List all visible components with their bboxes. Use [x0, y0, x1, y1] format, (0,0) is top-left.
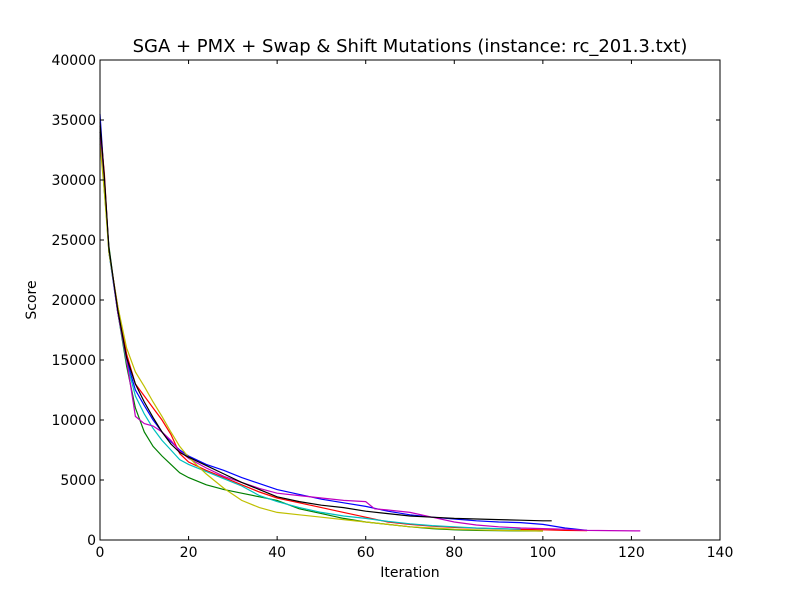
x-tick-label: 140 [707, 545, 734, 561]
plot-frame [99, 59, 721, 541]
y-tick-label: 0 [87, 533, 96, 549]
y-axis-label: Score [24, 280, 40, 319]
x-tick-label: 20 [180, 545, 198, 561]
series-line-7 [99, 122, 552, 522]
y-tick-label: 25000 [51, 233, 96, 249]
series-line-2 [99, 131, 543, 532]
y-tick-label: 30000 [51, 173, 96, 189]
x-axis-label: Iteration [380, 565, 439, 581]
x-tick-label: 120 [618, 545, 645, 561]
y-tick-label: 35000 [51, 113, 96, 129]
series-line-5 [99, 131, 641, 532]
y-tick-label: 20000 [51, 293, 96, 309]
y-tick-label: 5000 [60, 473, 96, 489]
y-tick-label: 10000 [51, 413, 96, 429]
x-tick-label: 40 [268, 545, 286, 561]
y-tick-label: 15000 [51, 353, 96, 369]
x-tick-label: 60 [357, 545, 375, 561]
chart-title: SGA + PMX + Swap & Shift Mutations (inst… [133, 36, 688, 57]
x-axis-ticks: 0 20 40 60 80 100 120 140 [96, 60, 734, 561]
series-line-1 [99, 113, 588, 531]
plot-lines [99, 113, 641, 532]
y-tick-label: 40000 [51, 53, 96, 69]
y-axis-ticks: 0 5000 10000 15000 20000 25000 30000 35000 40000 [51, 53, 720, 549]
series-line-3 [99, 125, 588, 532]
x-tick-label: 100 [529, 545, 556, 561]
series-line-4 [99, 137, 521, 530]
series-line-6 [99, 143, 543, 532]
x-tick-label: 0 [96, 545, 105, 561]
x-tick-label: 80 [445, 545, 463, 561]
